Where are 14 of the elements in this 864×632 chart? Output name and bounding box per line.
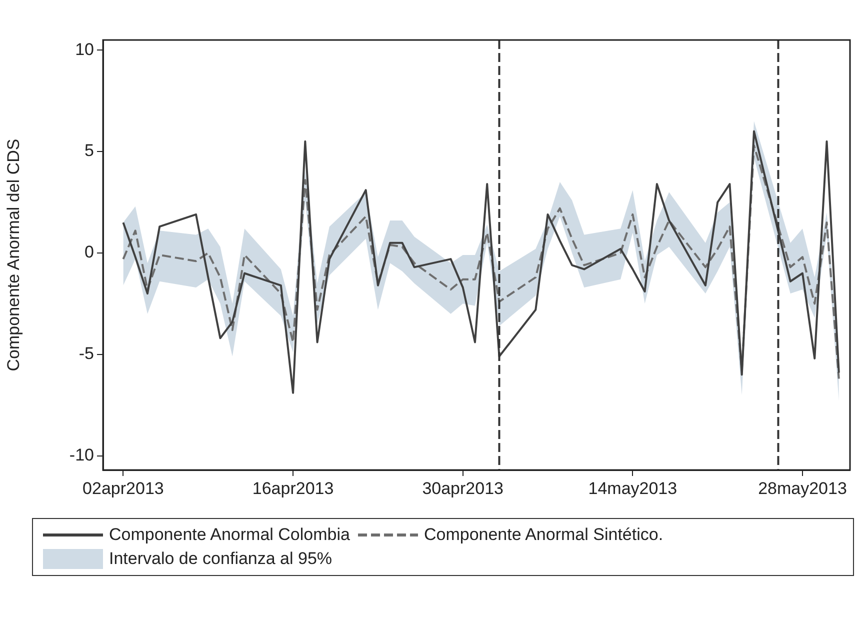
- y-tick-label: 0: [84, 242, 94, 262]
- x-tick-label: 14may2013: [588, 478, 678, 498]
- y-tick-label: 5: [84, 141, 94, 160]
- legend-label: Componente Anormal Colombia: [109, 525, 350, 545]
- y-axis-title: Componente Anormal del CDS: [4, 138, 23, 372]
- y-tick-label: -5: [78, 344, 94, 364]
- x-tick-label: 16apr2013: [252, 478, 334, 498]
- y-tick-label: -10: [69, 445, 94, 464]
- x-tick-label: 28may2013: [758, 478, 847, 498]
- legend-label: Intervalo de confianza al 95%: [109, 549, 332, 569]
- x-tick-label: 30apr2013: [422, 478, 504, 498]
- x-tick-label: 02apr2013: [82, 478, 164, 498]
- legend-label: Componente Anormal Sintético.: [424, 525, 664, 545]
- y-tick-label: 10: [75, 40, 94, 59]
